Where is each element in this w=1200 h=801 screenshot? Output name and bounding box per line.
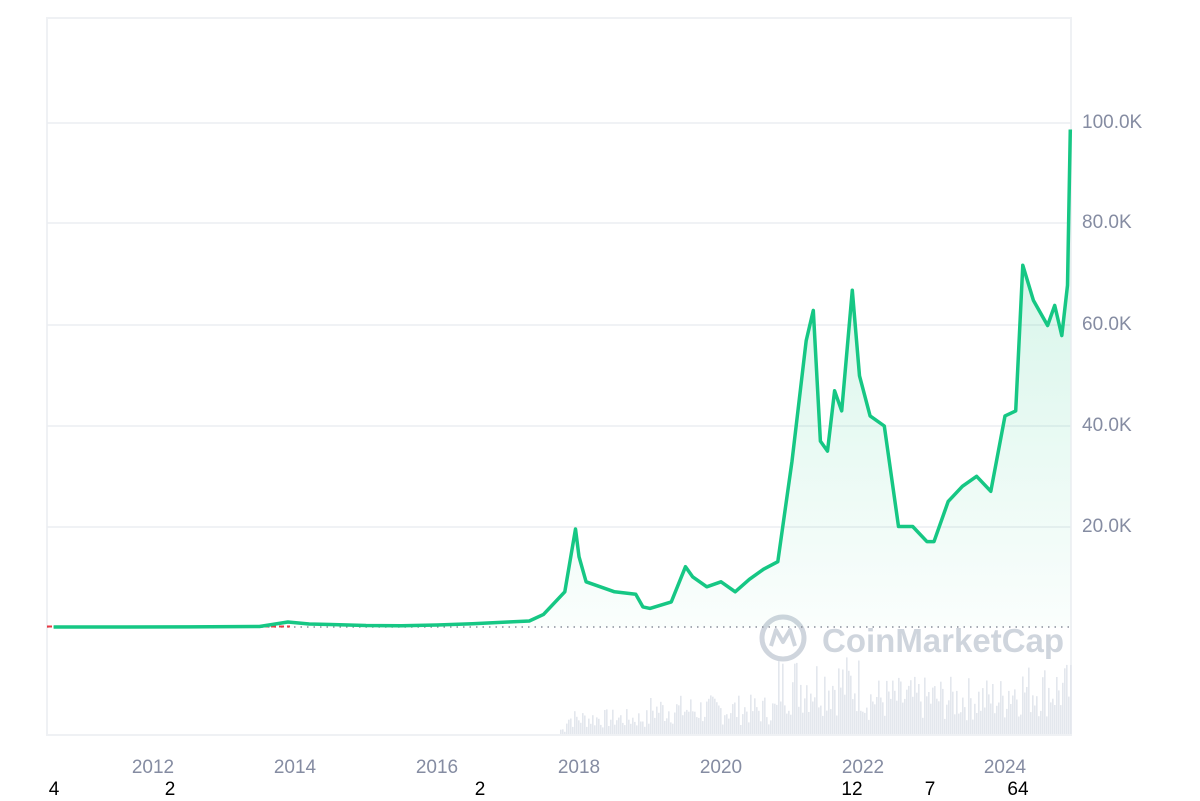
x-tick-label: 2012 (131, 757, 175, 778)
extra-label: 4 (48, 779, 60, 800)
x-tick-label: 2016 (415, 757, 459, 778)
extra-label: 64 (1007, 779, 1029, 800)
x-tick-label: 2020 (699, 757, 743, 778)
extra-label: 2 (164, 779, 176, 800)
y-tick-label: 40.0K (1082, 415, 1132, 436)
extra-label: 12 (841, 779, 863, 800)
y-tick-label: 20.0K (1082, 516, 1132, 537)
y-tick-label: 60.0K (1082, 314, 1132, 335)
extra-label: 7 (924, 779, 936, 800)
y-tick-label: 100.0K (1082, 112, 1143, 133)
extra-label: 2 (474, 779, 486, 800)
x-tick-label: 2022 (841, 757, 885, 778)
x-tick-label: 2014 (273, 757, 317, 778)
volume-bars (560, 657, 1072, 734)
svg-text:CoinMarketCap: CoinMarketCap (822, 622, 1064, 659)
y-tick-label: 80.0K (1082, 212, 1132, 233)
price-line[interactable] (53, 129, 1073, 629)
price-area (53, 129, 1071, 627)
x-tick-label: 2024 (983, 757, 1027, 778)
x-tick-label: 2018 (557, 757, 601, 778)
